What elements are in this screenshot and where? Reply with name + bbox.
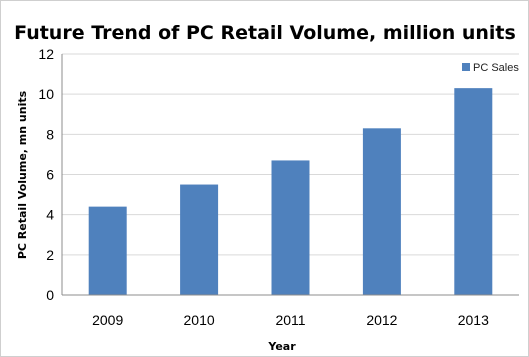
- y-tick-label: 6: [46, 167, 54, 183]
- y-axis-label: PC Retail Volume, mn units: [16, 90, 29, 259]
- y-tick-label: 8: [46, 126, 54, 142]
- x-tick-label: 2010: [184, 312, 215, 328]
- chart-title: Future Trend of PC Retail Volume, millio…: [14, 22, 516, 44]
- legend-swatch: [462, 63, 470, 71]
- y-tick-label: 12: [38, 46, 54, 62]
- bar-2012: [362, 128, 401, 295]
- bar-2010: [180, 184, 219, 295]
- x-axis-label: Year: [267, 340, 296, 353]
- y-tick-label: 10: [38, 86, 54, 102]
- y-axis-ticks: 0 2 4 6 8 10 12: [38, 46, 54, 303]
- bar-2009: [88, 206, 127, 295]
- y-tick-label: 4: [46, 207, 54, 223]
- x-tick-label: 2013: [458, 312, 489, 328]
- bars: [88, 88, 493, 296]
- bar-2013: [454, 88, 493, 296]
- x-tick-label: 2009: [92, 312, 123, 328]
- bar-2011: [271, 160, 310, 295]
- x-tick-label: 2012: [366, 312, 397, 328]
- legend: PC Sales: [462, 62, 519, 74]
- x-tick-label: 2011: [275, 312, 305, 328]
- y-tick-label: 2: [46, 247, 54, 263]
- y-tick-label: 0: [46, 287, 54, 303]
- legend-label: PC Sales: [473, 62, 519, 74]
- x-axis-ticks: 2009 2010 2011 2012 2013: [92, 312, 489, 328]
